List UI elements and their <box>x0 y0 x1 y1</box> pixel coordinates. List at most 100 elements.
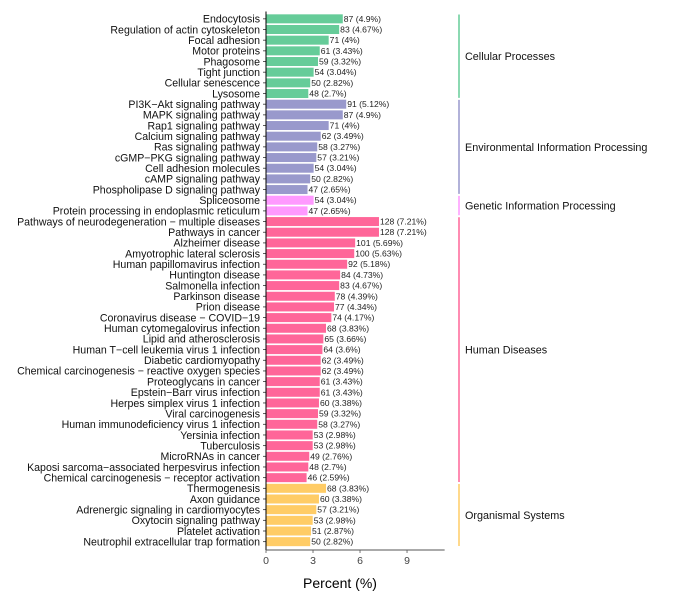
data-label: 47 (2.65%) <box>309 206 351 216</box>
category-label: Chemical carcinogenesis − reactive oxyge… <box>17 366 260 378</box>
category-label: Huntington disease <box>169 270 260 282</box>
bar <box>266 249 355 259</box>
category-label: cGMP−PKG signaling pathway <box>115 152 261 164</box>
bar <box>266 345 323 355</box>
bar <box>266 153 317 163</box>
data-label: 48 (2.7%) <box>309 89 346 99</box>
bar <box>266 206 308 216</box>
data-label: 91 (5.12%) <box>347 99 389 109</box>
category-label: Lipid and atherosclerosis <box>143 334 260 346</box>
data-label: 78 (4.39%) <box>336 291 378 301</box>
data-label: 49 (2.76%) <box>310 451 352 461</box>
category-label: Prion disease <box>196 302 260 314</box>
data-label: 53 (2.98%) <box>314 515 356 525</box>
data-label: 54 (3.04%) <box>315 67 357 77</box>
group-brackets-layer: Cellular Processes Environmental Informat… <box>458 14 647 546</box>
bar <box>266 131 321 141</box>
data-label: 50 (2.82%) <box>311 78 353 88</box>
bar <box>266 142 318 152</box>
category-label: Alzheimer disease <box>173 238 260 250</box>
data-label: 54 (3.04%) <box>315 195 357 205</box>
category-label: PI3K−Akt signaling pathway <box>128 99 260 111</box>
bar <box>266 110 343 120</box>
category-label: Pathways of neurodegeneration − multiple… <box>17 216 260 228</box>
bar <box>266 99 347 109</box>
bar <box>266 483 327 493</box>
category-label: Regulation of actin cytoskeleton <box>110 24 260 36</box>
bar <box>266 505 317 515</box>
data-label: 59 (3.32%) <box>319 409 361 419</box>
category-label: Protein processing in endoplasmic reticu… <box>53 206 260 218</box>
data-label: 100 (5.63%) <box>355 249 402 259</box>
data-label: 61 (3.43%) <box>321 46 363 56</box>
category-label: Ras signaling pathway <box>154 142 261 154</box>
bar <box>266 409 319 419</box>
category-label: Focal adhesion <box>188 35 260 47</box>
data-label: 68 (3.83%) <box>327 323 369 333</box>
bar <box>266 291 335 301</box>
data-label: 53 (2.98%) <box>314 430 356 440</box>
category-label: Neutrophil extracellular trap formation <box>83 536 260 548</box>
x-tick-label: 3 <box>310 555 316 567</box>
category-label: Platelet activation <box>177 526 260 538</box>
category-label: Herpes simplex virus 1 infection <box>110 398 260 410</box>
group-label: Environmental Information Processing <box>465 142 647 154</box>
bar <box>266 473 307 483</box>
category-label: Tuberculosis <box>200 440 260 452</box>
category-label: Endocytosis <box>203 14 260 26</box>
data-label: 101 (5.69%) <box>356 238 403 248</box>
bar <box>266 334 324 344</box>
category-label: Human cytomegalovirus infection <box>104 323 260 335</box>
group-label: Genetic Information Processing <box>465 201 616 213</box>
bar <box>266 46 320 56</box>
category-label: Motor proteins <box>192 46 260 58</box>
data-label: 83 (4.67%) <box>340 281 382 291</box>
bar <box>266 174 311 184</box>
bar <box>266 281 340 291</box>
bar <box>266 238 356 248</box>
category-label: Cellular senescence <box>165 78 261 90</box>
group-label: Cellular Processes <box>465 51 556 63</box>
data-label: 87 (4.9%) <box>344 110 381 120</box>
bar <box>266 494 319 504</box>
bar <box>266 195 314 205</box>
bar <box>266 323 327 333</box>
data-label: 50 (2.82%) <box>311 174 353 184</box>
bar <box>266 163 314 173</box>
data-label: 71 (4%) <box>330 35 360 45</box>
bar <box>266 526 311 536</box>
category-label: Calcium signaling pathway <box>135 131 261 143</box>
bar <box>266 430 313 440</box>
x-tick-label: 0 <box>263 555 269 567</box>
data-label: 51 (2.87%) <box>312 526 354 536</box>
group-label: Human Diseases <box>465 345 548 357</box>
category-label: Oxytocin signaling pathway <box>132 515 261 527</box>
data-label: 62 (3.49%) <box>322 131 364 141</box>
category-label: Diabetic cardiomyopathy <box>144 355 261 367</box>
data-label: 57 (3.21%) <box>317 505 359 515</box>
x-tick-label: 9 <box>404 555 410 567</box>
category-label: Chemical carcinogenesis − receptor activ… <box>44 472 261 484</box>
bar <box>266 398 319 408</box>
category-label: Kaposi sarcoma−associated herpesvirus in… <box>27 462 260 474</box>
x-axis-label: Percent (%) <box>303 575 377 591</box>
bar <box>266 355 321 365</box>
bar <box>266 537 311 547</box>
category-label: Cell adhesion molecules <box>145 163 260 175</box>
data-label: 60 (3.38%) <box>320 494 362 504</box>
category-label: Human papillomavirus infection <box>113 259 260 271</box>
bar <box>266 217 379 227</box>
data-label: 84 (4.73%) <box>341 270 383 280</box>
bar <box>266 270 341 280</box>
data-label: 61 (3.43%) <box>321 377 363 387</box>
category-label: Proteoglycans in cancer <box>147 376 261 388</box>
category-label: Human T−cell leukemia virus 1 infection <box>73 344 260 356</box>
category-label: Spliceosome <box>199 195 260 207</box>
data-label: 64 (3.6%) <box>323 345 360 355</box>
bar <box>266 419 318 429</box>
bar <box>266 259 348 269</box>
category-label: Amyotrophic lateral sclerosis <box>125 248 260 260</box>
category-label: Rap1 signaling pathway <box>148 120 261 132</box>
data-label: 83 (4.67%) <box>340 25 382 35</box>
bar <box>266 14 343 24</box>
